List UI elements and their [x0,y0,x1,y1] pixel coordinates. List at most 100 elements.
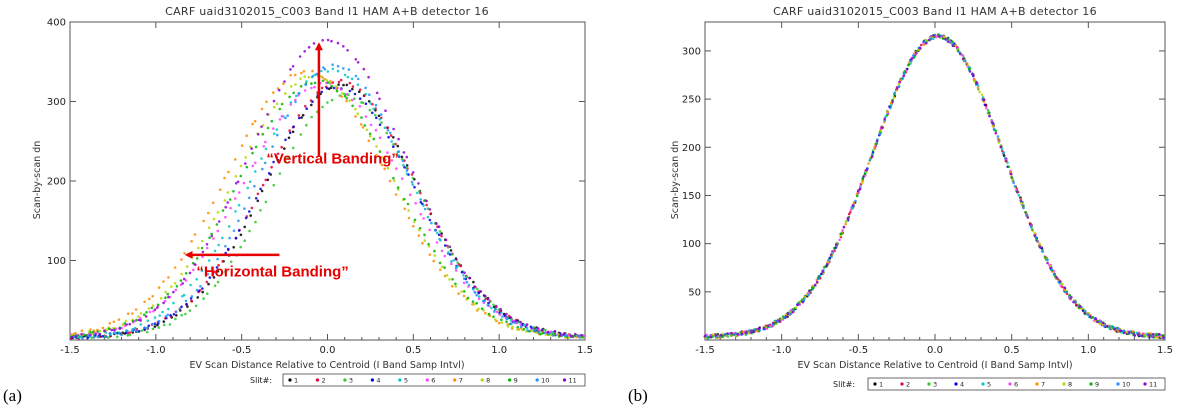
data-point-slit-5 [405,172,409,176]
data-point-slit-5 [402,163,405,167]
data-point-slit-1 [351,87,354,91]
y-tick-label: 300 [47,97,66,108]
data-point-slit-3 [151,327,155,331]
data-point-slit-10 [1108,325,1111,329]
data-point-slit-10 [410,180,414,184]
data-point-slit-11 [336,41,340,45]
data-point-slit-8 [925,39,928,42]
legend-marker-3 [343,378,347,382]
data-point-slit-8 [226,191,230,194]
data-point-slit-11 [835,243,838,246]
data-point-slit-10 [92,336,96,339]
data-point-slit-11 [455,258,458,261]
data-point-slit-11 [1016,190,1019,194]
data-point-slit-6 [254,161,257,165]
data-point-slit-3 [380,121,383,124]
data-point-slit-10 [364,86,367,90]
data-point-slit-4 [180,305,183,309]
legend-label-4: 4 [376,377,380,385]
series-6 [705,33,1162,339]
data-point-slit-4 [419,201,423,204]
series-11 [703,34,1165,339]
data-point-slit-5 [114,332,117,335]
chart-b-plot-frame [704,21,1166,341]
data-point-slit-10 [868,158,872,162]
data-point-slit-10 [261,167,264,171]
data-point-slit-10 [368,93,371,96]
data-point-slit-11 [875,139,879,142]
data-point-slit-9 [143,313,146,317]
data-point-slit-5 [803,297,806,301]
data-point-slit-8 [159,297,163,300]
data-point-slit-11 [801,300,805,304]
data-point-slit-11 [417,182,420,185]
legend-marker-11 [562,378,567,382]
data-point-slit-2 [320,86,324,90]
data-point-slit-8 [980,93,984,97]
data-point-slit-10 [243,207,246,210]
data-point-slit-4 [358,97,362,100]
data-point-slit-1 [449,249,453,252]
data-point-slit-8 [1160,335,1163,339]
data-point-slit-11 [536,326,540,330]
data-point-slit-11 [784,315,788,318]
data-point-slit-6 [567,333,571,337]
data-point-slit-4 [378,123,382,127]
data-point-slit-3 [184,312,187,316]
legend-box [282,373,586,387]
data-point-slit-10 [286,114,290,117]
data-point-slit-8 [482,309,485,312]
data-point-slit-10 [336,64,340,68]
data-point-slit-10 [178,307,182,310]
x-tick-label: -0.5 [232,345,252,356]
data-point-slit-7 [193,233,197,236]
data-point-slit-10 [331,63,334,66]
data-point-slit-8 [294,83,297,86]
chart-b-ticks: -1.5 -1.0 -0.5 0.0 0.5 1.0 1.5 50 100 150 200 250 30… [682,22,1173,356]
legend-label-7: 7 [459,377,463,385]
data-point-slit-6 [498,313,502,316]
data-point-slit-9 [840,232,843,235]
data-point-slit-11 [870,155,874,158]
data-point-slit-3 [194,304,198,308]
data-point-slit-8 [139,312,143,315]
data-point-slit-8 [845,220,848,223]
data-point-slit-11 [139,319,142,322]
data-point-slit-3 [299,133,303,136]
data-point-slit-4 [297,116,301,120]
data-point-slit-5 [161,310,164,314]
chart-a-points [69,38,585,340]
data-point-slit-7 [484,311,487,315]
series-7 [72,69,582,339]
data-point-slit-5 [426,215,430,219]
data-point-slit-11 [553,330,556,333]
legend-marker-6 [1008,382,1012,386]
data-point-slit-4 [413,185,416,189]
data-point-slit-6 [212,237,215,240]
data-point-slit-4 [487,301,490,305]
data-point-slit-7 [101,326,105,330]
data-point-slit-6 [422,217,425,220]
data-point-slit-6 [832,250,835,253]
data-point-slit-4 [460,270,464,274]
data-point-slit-9 [941,37,945,40]
data-point-slit-9 [418,226,422,230]
data-point-slit-5 [422,204,425,207]
data-point-slit-11 [1046,261,1049,265]
data-point-slit-7 [439,268,442,272]
data-point-slit-7 [497,321,501,325]
data-point-slit-1 [367,100,371,103]
data-point-slit-10 [957,50,961,54]
data-point-slit-11 [1010,172,1013,176]
data-point-slit-6 [395,167,398,170]
data-point-slit-11 [714,334,718,337]
data-point-slit-5 [397,154,400,157]
data-point-slit-3 [438,230,442,233]
data-point-slit-3 [128,333,132,337]
data-point-slit-7 [345,99,348,103]
data-point-slit-11 [113,329,116,332]
data-point-slit-6 [838,238,841,242]
data-point-slit-1 [440,232,443,235]
data-point-slit-3 [259,209,262,212]
data-point-slit-10 [748,329,751,332]
